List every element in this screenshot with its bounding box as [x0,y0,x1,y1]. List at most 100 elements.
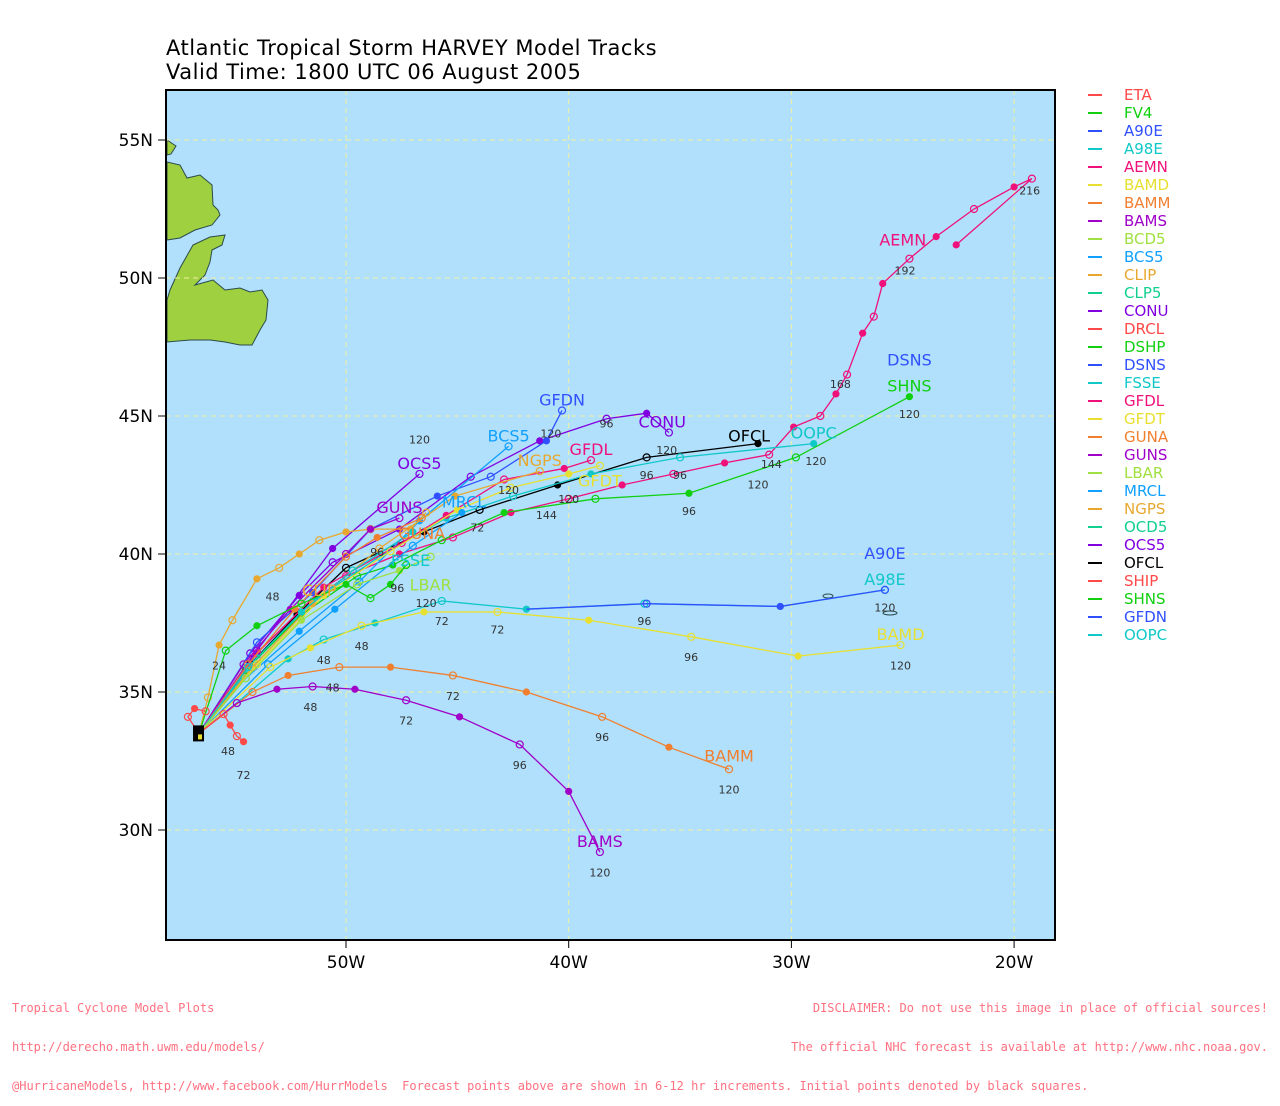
track-point-bamm [724,765,734,774]
legend-label: ETA [1124,86,1152,104]
track-point-bamm [284,671,292,680]
forecast-hour-label: 120 [558,493,579,506]
forecast-hour-label: 120 [589,866,610,879]
x-tick-label: 20W [995,953,1034,973]
legend-swatch [1088,346,1102,348]
track-name-a98e: A98E [864,570,905,589]
track-point-aemn [842,370,852,379]
legend-swatch [1088,112,1102,114]
track-point-clip [215,641,223,649]
track-name-aemn: AEMN [879,230,926,249]
track-point-guns [239,660,248,669]
y-tick-label: 45N [119,407,153,427]
track-point-shns [591,494,600,503]
track-point-bams [515,740,524,749]
legend-item-bams: BAMS [1088,212,1170,230]
forecast-hour-label: 72 [237,769,251,782]
track-point-bamm [386,663,395,671]
track-point-conu [664,428,674,437]
legend-item-ocs5: OCS5 [1088,536,1170,554]
legend-label: CLIP [1124,266,1157,284]
track-point-aemn [905,254,914,263]
track-point-bamm [248,687,257,697]
track-point-aemn [1027,174,1037,183]
track-shns [198,396,910,734]
track-point-guns [395,514,404,523]
forecast-hour-label: 96 [600,417,614,430]
track-name-a90e: A90E [864,544,905,563]
forecast-hour-label: 96 [595,731,609,744]
track-map: AEMN OFCL OOPC SHNS DSNS CONU GFDN BCS5 OCS5 GFDL… [119,89,1056,973]
legend-label: OOPC [1124,626,1168,644]
track-point-gfdn [486,472,495,481]
track-point-a98e [319,635,328,644]
legend-item-oopc: OOPC [1088,626,1170,644]
land-newfoundland [166,139,898,616]
track-point-aemn [1010,183,1018,191]
legend-item-gfdl: GFDL [1088,392,1170,410]
legend-swatch [1088,634,1102,636]
track-point-gfdt [252,660,262,669]
track-point-gfdn [308,589,317,597]
track-point-ship [239,738,248,746]
legend-item-ngps: NGPS [1088,500,1170,518]
legend-swatch [1088,220,1102,222]
track-point-dshp [402,560,411,570]
track-point-dshp [221,646,230,655]
track-name-ocs5: OCS5 [397,454,441,473]
legend-label: OFCL [1124,554,1164,572]
track-name-oopc: OOPC [791,424,837,443]
legend-swatch [1088,490,1102,492]
legend-label: OCD5 [1124,518,1168,536]
track-point-bamm [335,663,344,672]
forecast-hour-label: 48 [317,654,331,667]
track-point-bamd [585,616,593,624]
track-point-gfdt [595,461,604,470]
legend-item-bamm: BAMM [1088,194,1170,212]
track-point-gfdl [320,583,328,591]
legend-swatch [1088,508,1102,510]
track-name-mrcl: MRCL [442,493,486,512]
track-point-drcl [183,712,192,721]
track-point-aemn [832,390,840,398]
track-point-clip [203,693,213,702]
track-point-guna [341,552,351,561]
track-point-a90e [880,585,890,594]
track-point-aemn [618,481,626,489]
y-tick-label: 50N [119,269,153,289]
y-tick-label: 40N [119,545,153,565]
map-frame [165,89,1056,941]
track-point-conu [466,472,475,481]
track-point-aemn [720,459,729,467]
legend-label: NGPS [1124,500,1166,518]
track-point-oopc [675,453,685,462]
track-point-guns [366,525,375,533]
track-point-mrcl [458,508,466,517]
legend-swatch [1088,148,1102,150]
track-name-shns: SHNS [887,377,931,396]
legend-label: AEMN [1124,158,1168,176]
legend-item-bamd: BAMD [1088,176,1170,194]
legend-label: OCS5 [1124,536,1166,554]
forecast-hour-label: 120 [540,428,561,441]
track-point-ofcl [642,453,651,462]
x-tick-label: 40W [549,953,588,973]
track-point-clip [315,536,324,545]
track-point-fsse [409,528,417,536]
legend-label: FV4 [1124,104,1153,122]
footer-line: Tropical Cyclone Model Plots [12,1001,215,1015]
x-tick-label: 50W [327,953,366,973]
legend-label: BCS5 [1124,248,1164,266]
track-point-ofcl [754,440,762,448]
track-point-conu [602,414,611,423]
land-labrador [166,161,221,241]
track-point-bamd [687,632,696,641]
track-point-a90e [776,602,784,611]
legend-swatch [1088,472,1102,474]
track-point-bamm [522,688,530,696]
track-point-ngps [535,467,544,476]
track-point-bams [565,787,573,795]
legend-swatch [1088,454,1102,456]
track-point-bcs5 [295,627,303,635]
track-name-ofcl: OFCL [728,426,770,445]
